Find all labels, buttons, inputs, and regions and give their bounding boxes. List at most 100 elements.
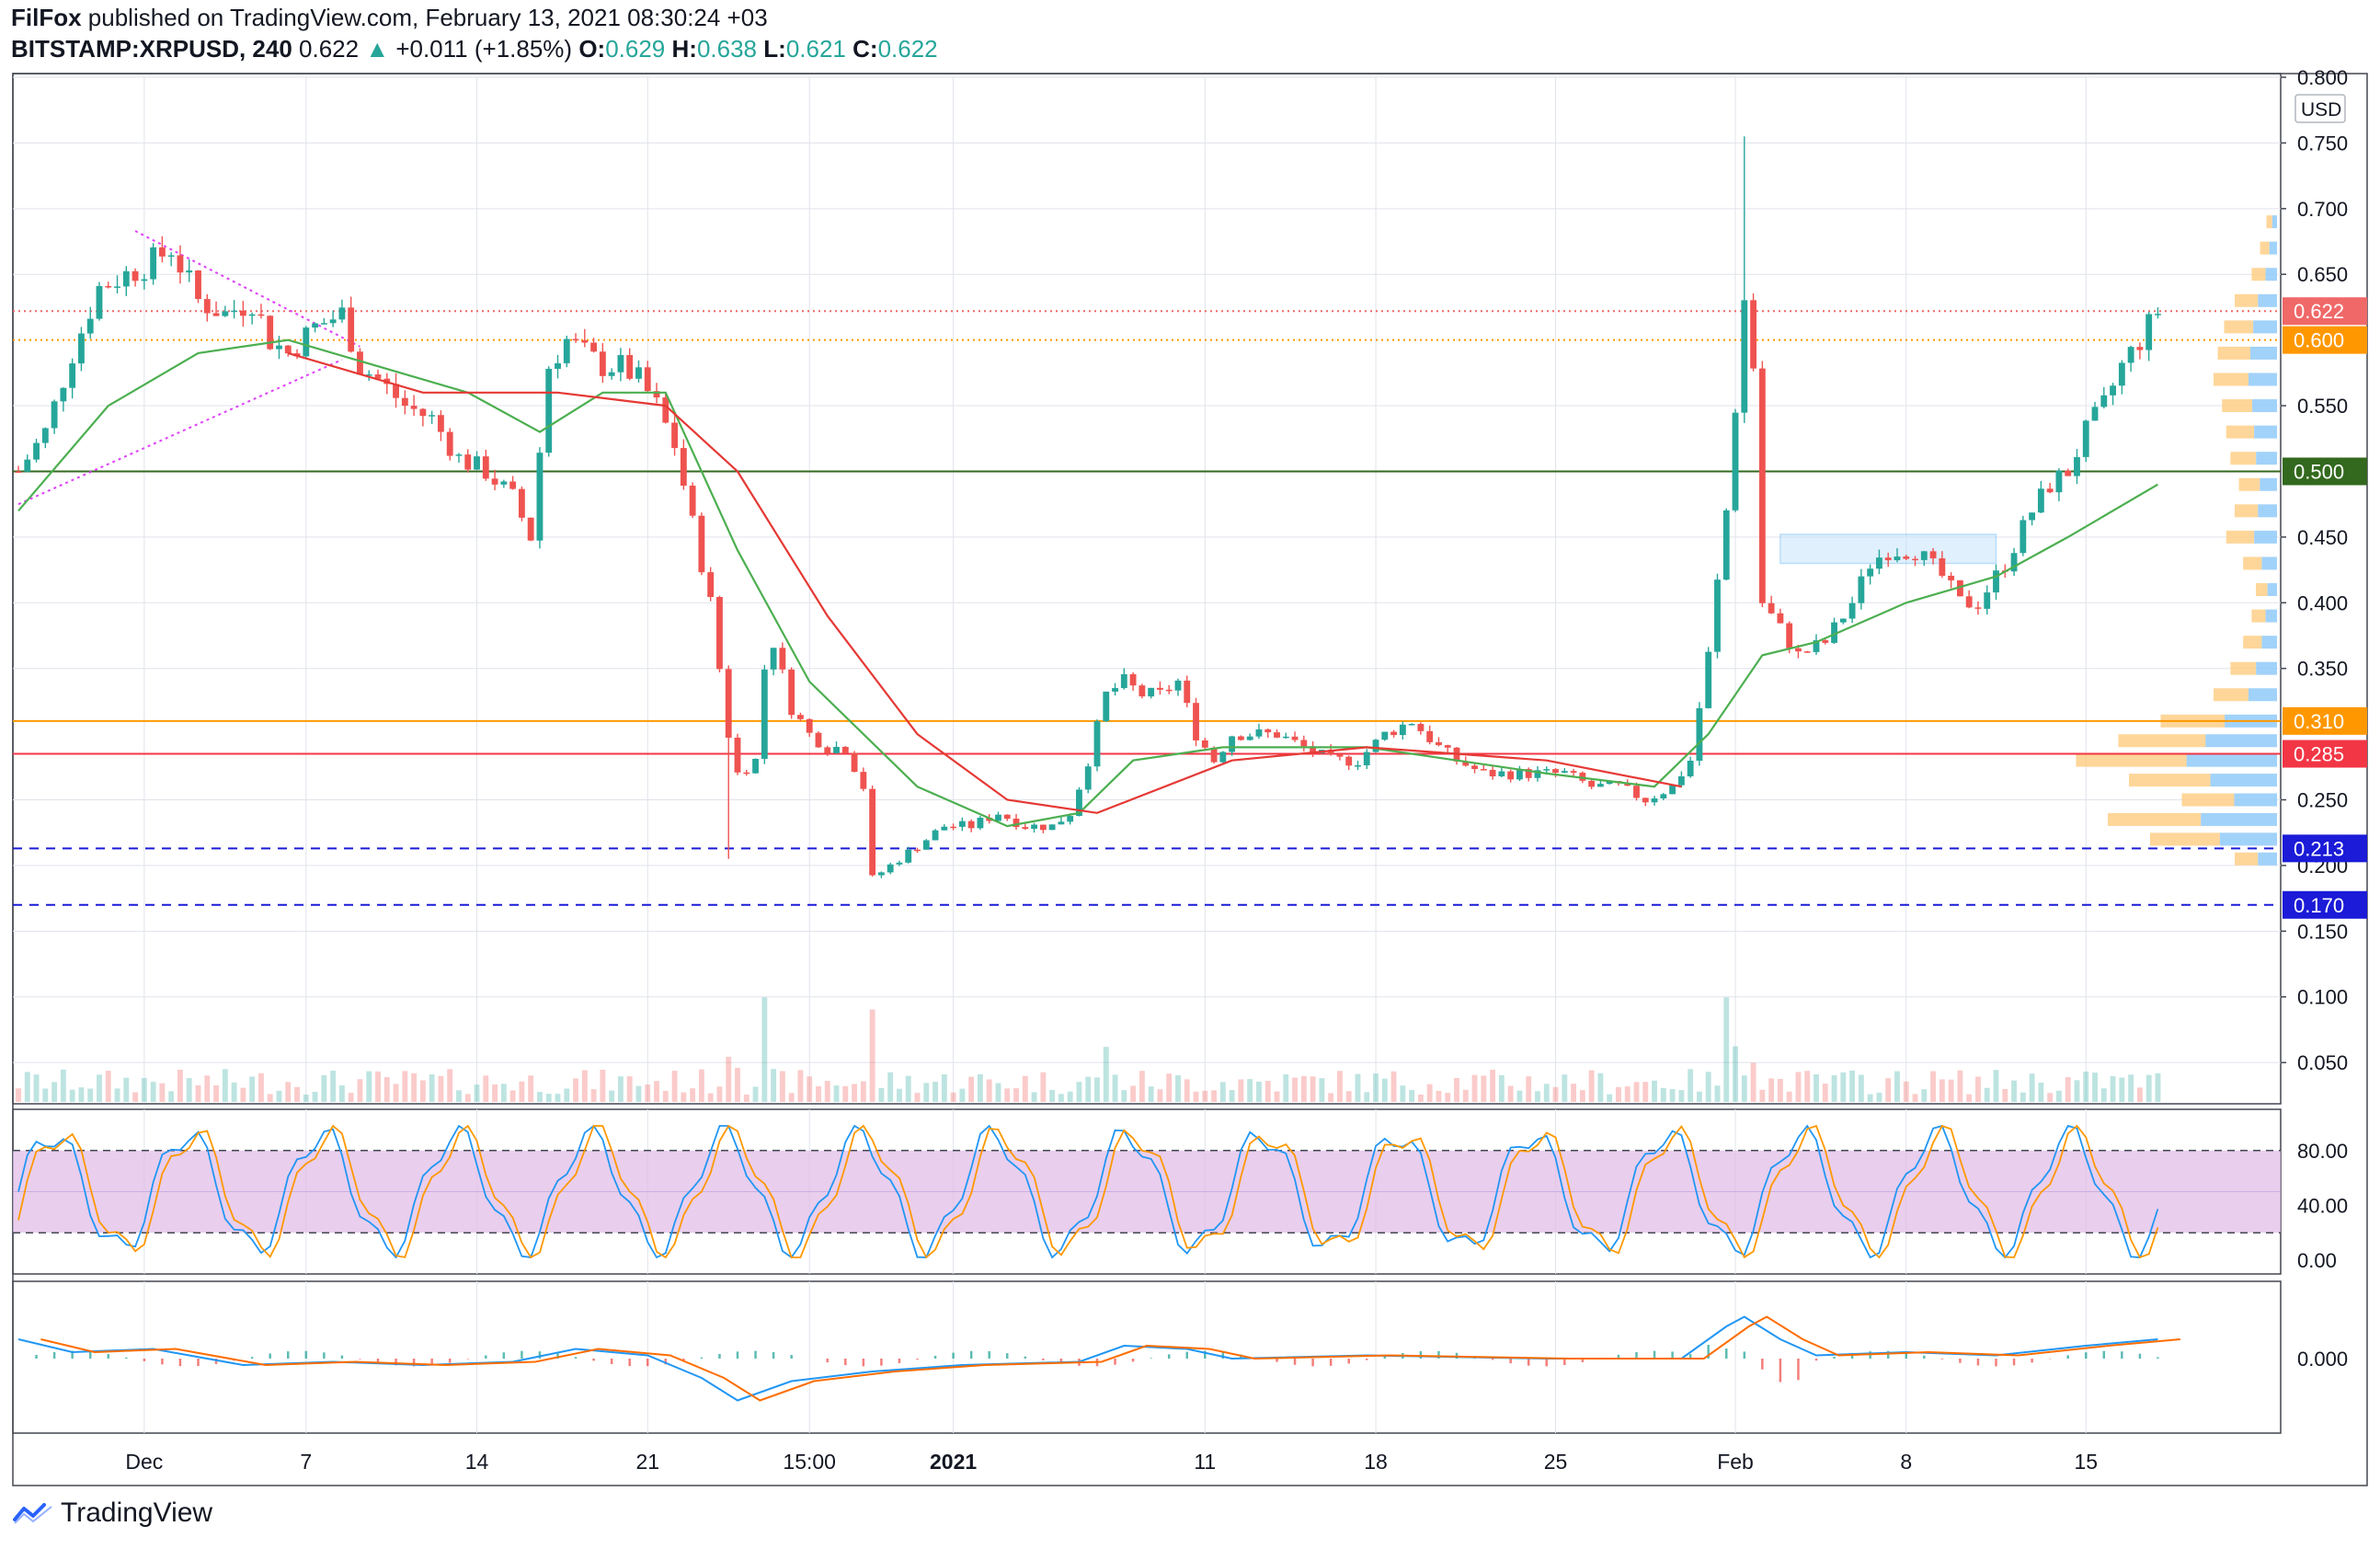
volume-bar — [383, 1077, 390, 1102]
candle-body — [267, 316, 274, 350]
candle-body — [1237, 736, 1244, 740]
volume-bar — [312, 1091, 318, 1102]
volume-bar — [16, 1088, 21, 1102]
stochastic-axis-label: 40.00 — [2297, 1194, 2348, 1217]
volume-bar — [159, 1083, 166, 1102]
volume-bar — [654, 1081, 659, 1102]
candle-body — [1624, 783, 1631, 786]
x-axis-label: 15 — [2074, 1450, 2098, 1474]
volume-bar — [509, 1090, 516, 1102]
volume-bar — [1507, 1085, 1514, 1102]
volume-profile-bar — [2250, 346, 2277, 360]
volume-profile-bar — [2258, 504, 2277, 518]
price-change: +0.011 (+1.85%) — [395, 35, 573, 63]
volume-bar — [1121, 1090, 1127, 1102]
candle-body — [1282, 736, 1289, 739]
price-tag[interactable] — [2283, 297, 2367, 326]
volume-bar — [1930, 1071, 1937, 1102]
volume-bar — [1319, 1078, 1325, 1102]
volume-bar — [852, 1084, 858, 1102]
x-axis-label: 25 — [1544, 1450, 1568, 1474]
chart-canvas[interactable]: 0.800 0.750 0.700 0.650 0.550 0.450 0.400 0.350… — [0, 0, 2380, 1495]
candle-body — [1372, 740, 1379, 752]
price-tag[interactable] — [2283, 706, 2367, 735]
volume-bar — [726, 1056, 732, 1102]
volume-bar — [1759, 1089, 1766, 1102]
tradingview-footer[interactable]: TradingView — [13, 1497, 212, 1529]
trendline-lower[interactable] — [17, 359, 343, 506]
volume-profile-bar — [2252, 399, 2277, 413]
candle-body — [1274, 732, 1280, 738]
volume-bar — [338, 1084, 345, 1102]
candle-body — [779, 648, 786, 670]
candle-body — [312, 323, 318, 328]
volume-profile-bar — [2251, 609, 2266, 623]
candle-body — [599, 351, 606, 376]
candle-body — [950, 826, 957, 829]
volume-bar — [1840, 1072, 1847, 1102]
volume-profile-bar — [2235, 293, 2259, 307]
candle-body — [105, 286, 112, 288]
volume-bar — [1300, 1075, 1307, 1102]
candle-body — [1884, 557, 1892, 561]
volume-bar — [995, 1083, 1001, 1102]
candle-body — [1408, 724, 1415, 726]
x-axis-label: 21 — [635, 1450, 659, 1474]
price-tag[interactable] — [2283, 326, 2367, 354]
candle-body — [545, 368, 553, 453]
volume-bar — [1148, 1086, 1154, 1102]
price-tag[interactable] — [2283, 457, 2367, 486]
candle-body — [482, 456, 489, 479]
candle-body — [1507, 771, 1515, 780]
volume-bar — [1490, 1069, 1496, 1102]
candle-body — [527, 517, 534, 541]
candle-body — [357, 351, 363, 375]
candle-body — [1219, 752, 1227, 763]
price-tag[interactable] — [2283, 834, 2367, 863]
volume-bar — [590, 1089, 597, 1102]
volume-bar — [1058, 1094, 1064, 1102]
volume-bar — [977, 1073, 983, 1102]
candle-body — [1327, 750, 1334, 754]
candle-body — [1939, 557, 1946, 576]
volume-bar — [1948, 1079, 1954, 1102]
volume-bar — [195, 1084, 201, 1102]
candle-body — [680, 448, 687, 486]
candle-body — [167, 255, 175, 258]
open-label: O: — [578, 35, 606, 63]
price-tag[interactable] — [2283, 890, 2367, 919]
currency-box[interactable] — [2294, 94, 2346, 123]
volume-bar — [1858, 1074, 1864, 1102]
candle-body — [1084, 766, 1092, 790]
candle-body — [1974, 607, 1982, 609]
volume-profile-bar — [2248, 373, 2277, 386]
symbol-name[interactable]: BITSTAMP:XRPUSD, 240 — [11, 35, 292, 63]
volume-profile-bar — [2076, 753, 2187, 767]
volume-bar — [869, 1009, 875, 1102]
volume-bar — [402, 1071, 408, 1102]
volume-bar — [1984, 1087, 1990, 1102]
trendline-upper[interactable] — [134, 230, 360, 348]
volume-bar — [959, 1088, 966, 1102]
candle-body — [887, 864, 894, 873]
x-axis-label: 18 — [1364, 1450, 1388, 1474]
candle-body — [1876, 557, 1882, 569]
volume-bar — [1733, 1046, 1738, 1102]
price-tag[interactable] — [2283, 740, 2367, 768]
volume-bar — [1292, 1077, 1298, 1102]
low-label: L: — [763, 35, 786, 63]
volume-bar — [123, 1077, 130, 1102]
candle-body — [1003, 814, 1011, 819]
volume-bar — [1957, 1070, 1963, 1102]
volume-bar — [1022, 1075, 1028, 1102]
candle-body — [851, 752, 858, 773]
volume-profile-bar — [2234, 793, 2277, 807]
candle-body — [1984, 592, 1991, 609]
candle-body — [177, 255, 184, 273]
volume-profile-bar — [2214, 688, 2248, 702]
candle-body — [365, 374, 372, 376]
candle-body — [1399, 724, 1406, 736]
candle-body — [590, 342, 598, 352]
candle-body — [1894, 556, 1901, 561]
candle-body — [1912, 558, 1918, 561]
